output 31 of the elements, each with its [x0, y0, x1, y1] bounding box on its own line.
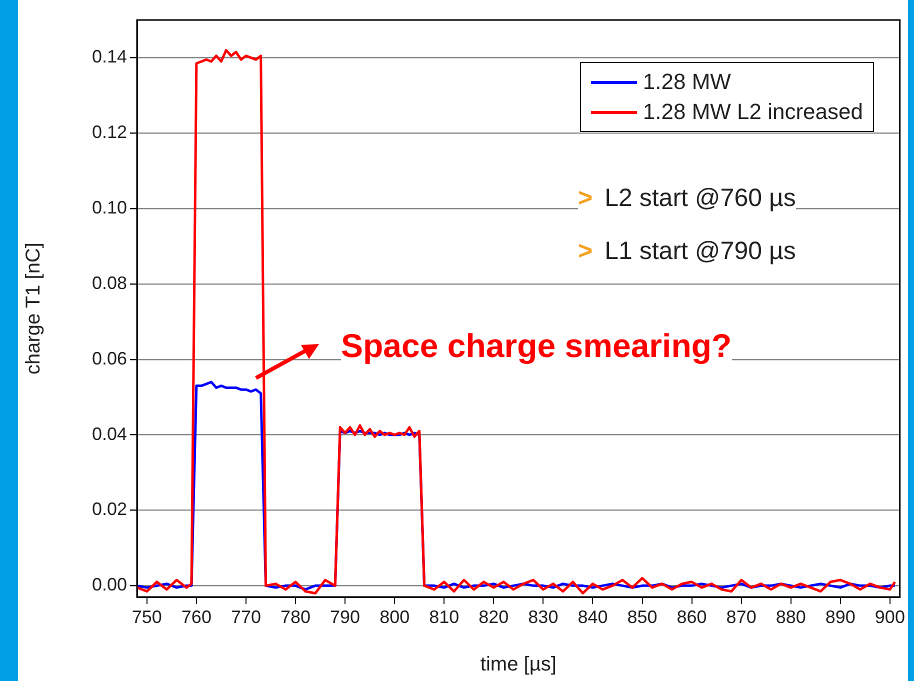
legend-label: 1.28 MW — [642, 69, 731, 95]
x-tick-label: 750 — [132, 606, 162, 627]
x-tick-label: 810 — [429, 606, 460, 627]
x-tick-label: 900 — [874, 606, 905, 627]
annotation: > L1 start @790 µs — [578, 237, 796, 266]
x-tick-label: 840 — [578, 606, 608, 627]
annotation: > L2 start @760 µs — [578, 184, 796, 213]
y-tick-label: 0.06 — [92, 348, 127, 368]
x-tick-label: 760 — [181, 606, 212, 627]
x-tick-label: 820 — [478, 606, 509, 627]
y-tick-label: 0.00 — [92, 574, 127, 595]
y-tick-label: 0.12 — [92, 122, 127, 142]
x-tick-label: 800 — [380, 606, 410, 627]
y-tick-label: 0.02 — [92, 499, 127, 520]
x-tick-label: 890 — [825, 606, 856, 627]
x-tick-label: 780 — [280, 606, 311, 627]
x-axis-title: time [µs] — [480, 654, 556, 676]
x-tick-label: 870 — [726, 606, 756, 627]
legend-label: 1.28 MW L2 increased — [642, 99, 863, 125]
x-tick-label: 830 — [528, 606, 558, 627]
x-tick-label: 850 — [627, 606, 658, 627]
y-tick-label: 0.04 — [92, 424, 127, 444]
x-tick-label: 860 — [676, 606, 707, 627]
y-tick-label: 0.08 — [92, 272, 127, 293]
x-tick-label: 790 — [330, 606, 360, 627]
y-tick-label: 0.10 — [92, 198, 127, 218]
y-tick-label: 0.14 — [92, 46, 127, 67]
x-tick-label: 880 — [776, 606, 806, 627]
annotation: Space charge smearing? — [341, 327, 732, 365]
x-tick-label: 770 — [230, 606, 261, 627]
y-axis-title: charge T1 [nC] — [22, 242, 45, 374]
